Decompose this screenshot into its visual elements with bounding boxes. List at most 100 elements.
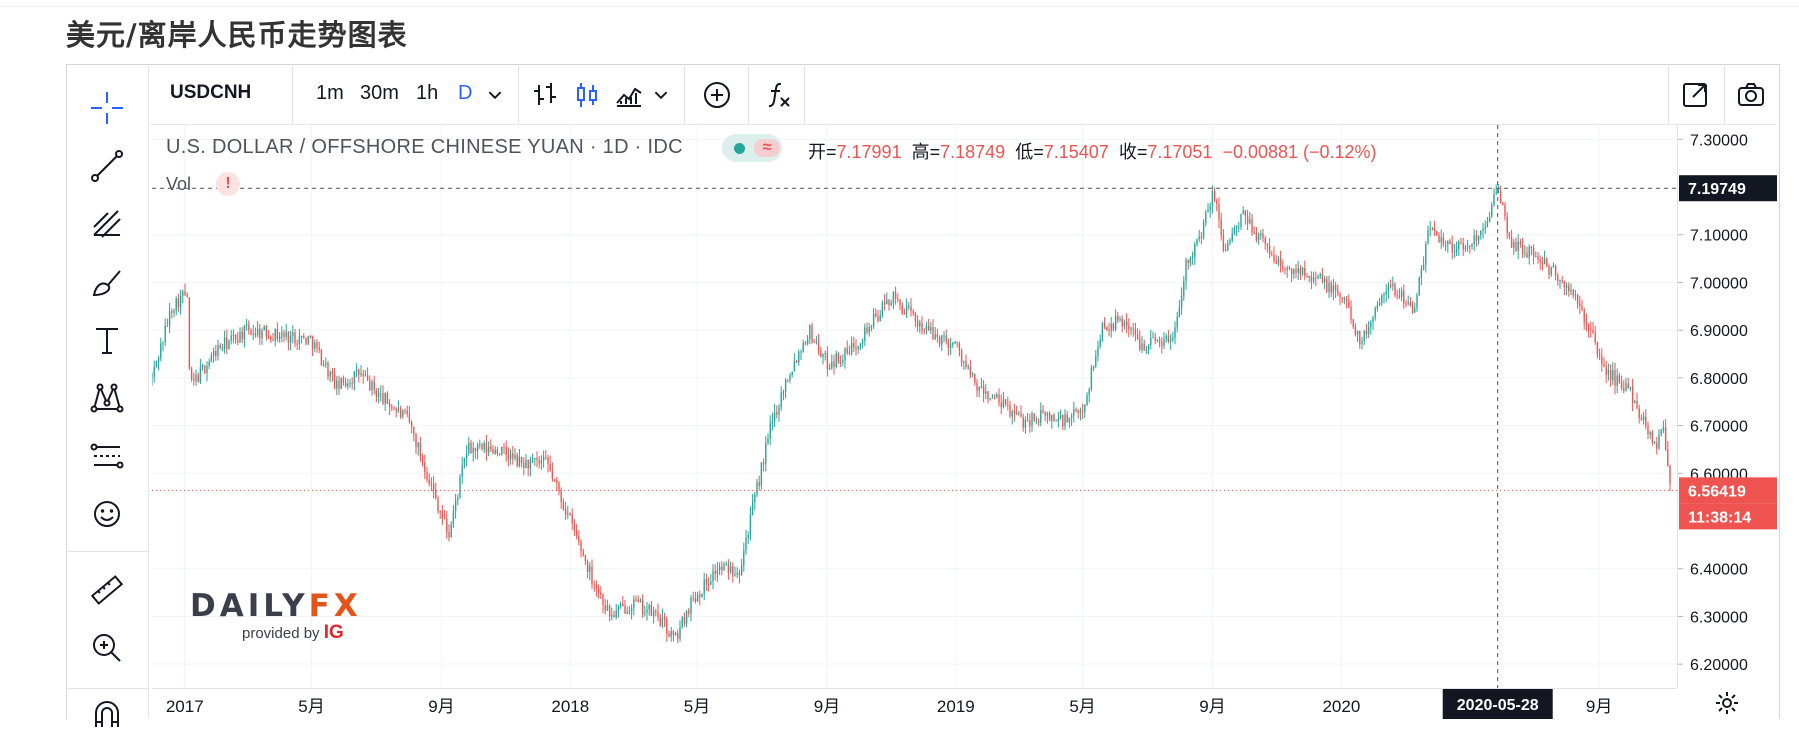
time-tick-label: 9月 [1586,697,1612,716]
candle-body [688,610,690,614]
data-status-badge[interactable]: ≈ [722,134,782,162]
candle-body [1508,233,1511,238]
time-axis[interactable]: 2017 5月 9月 2018 5月 9月 2019 5月 9月 2020 9月 2020-05-28 [152,688,1677,719]
zoom-tool[interactable] [78,626,136,670]
candle-body [595,584,598,589]
magnet-tool[interactable] [78,694,136,738]
candle-body [300,335,303,337]
toolbar-divider [1668,66,1669,124]
candle-body [743,550,745,566]
candle-body [1354,326,1357,335]
candle-body [857,346,859,349]
magnet-icon [95,701,119,727]
prediction-tool[interactable] [78,434,136,478]
volume-indicator-label[interactable]: Vol [166,174,192,194]
candle-body [384,393,386,404]
candle-body [725,563,727,565]
candle-body [1057,417,1060,421]
chart-plot-area[interactable] [152,125,1677,688]
candle-body [263,326,265,331]
candle-body [481,444,483,450]
overlays [152,125,1677,688]
interval-30m-button[interactable]: 30m [360,82,399,104]
candle-body [285,331,287,337]
candle-body [371,381,373,391]
price-tick-label: 7.00000 [1690,275,1748,292]
candle-body [237,339,239,343]
candle-body [930,326,932,331]
candle-body [252,333,254,335]
candle-body [996,394,998,398]
interval-1m-button[interactable]: 1m [316,82,344,104]
candle-body [800,351,802,353]
measure-tool[interactable] [78,568,136,612]
price-tick-label: 6.40000 [1690,562,1748,579]
candle-body [644,612,646,614]
candle-body [153,367,155,377]
area-style-button[interactable] [610,76,648,114]
snapshot-button[interactable] [1732,76,1770,114]
candles-style-button[interactable] [568,76,606,114]
fullscreen-button[interactable] [1676,76,1714,114]
candle-body [672,631,675,636]
candle-body [1502,203,1504,206]
bars-icon [534,83,556,105]
price-tick-label: 7.10000 [1690,228,1748,245]
volume-alert-icon[interactable]: ! [216,172,240,196]
symbol-search-button[interactable]: USDCNH [170,82,252,103]
price-axis[interactable]: 7.30000 7.10000 7.00000 6.90000 6.80000 6.700… [1677,125,1778,688]
candle-body [1607,369,1610,375]
fib-tool[interactable] [78,202,136,246]
candle-body [171,311,173,313]
candle-body [861,340,864,344]
interval-1h-button[interactable]: 1h [416,82,439,104]
candle-body [606,605,609,611]
candle-body [956,341,958,344]
interval-dropdown-button[interactable] [480,76,510,114]
candle-body [1645,416,1647,427]
smiley-icon [94,501,120,527]
ohlc-values: 开=7.17991 高=7.18749 低=7.15407 收=7.17051 … [808,138,1377,164]
interval-d-button[interactable]: D [458,82,473,104]
chart-style-dropdown-button[interactable] [646,76,676,114]
candle-body [1099,339,1101,347]
candle-body [166,325,169,327]
candle-body [1114,315,1117,330]
candle-body [1471,244,1473,247]
candle-body [1381,295,1383,304]
candle-body [1543,259,1546,264]
gear-icon[interactable] [1714,690,1740,716]
pattern-tool[interactable] [78,376,136,420]
trend-line-tool[interactable] [78,144,136,188]
brush-tool[interactable] [78,260,136,304]
candle-body [1218,204,1220,220]
candle-body [993,396,996,398]
compare-button[interactable] [698,76,736,114]
candle-body [1515,242,1517,251]
bars-style-button[interactable] [526,76,564,114]
candle-body [228,340,230,349]
emoji-tool[interactable] [78,492,136,536]
crosshair-tool[interactable] [78,86,136,130]
candle-body [1275,261,1277,264]
text-tool[interactable] [78,318,136,362]
candle-body [1018,413,1020,415]
candle-body [591,566,593,585]
candle-body [316,342,318,348]
candle-body [1554,265,1557,276]
indicators-button[interactable] [760,76,798,114]
candle-body [1070,415,1073,418]
time-tick-label: 2019 [937,697,975,716]
toolbar-divider [518,66,519,124]
price-chart[interactable] [152,125,1677,688]
candle-body [1271,254,1273,256]
candle-body [1475,235,1478,241]
candle-body [571,514,573,524]
candle-body [234,334,237,340]
candle-body [261,330,263,339]
candle-body [923,330,925,332]
candle-body [1196,239,1198,245]
low-label: 低= [1015,142,1044,162]
candle-body [1326,278,1328,292]
candle-body [663,616,666,620]
